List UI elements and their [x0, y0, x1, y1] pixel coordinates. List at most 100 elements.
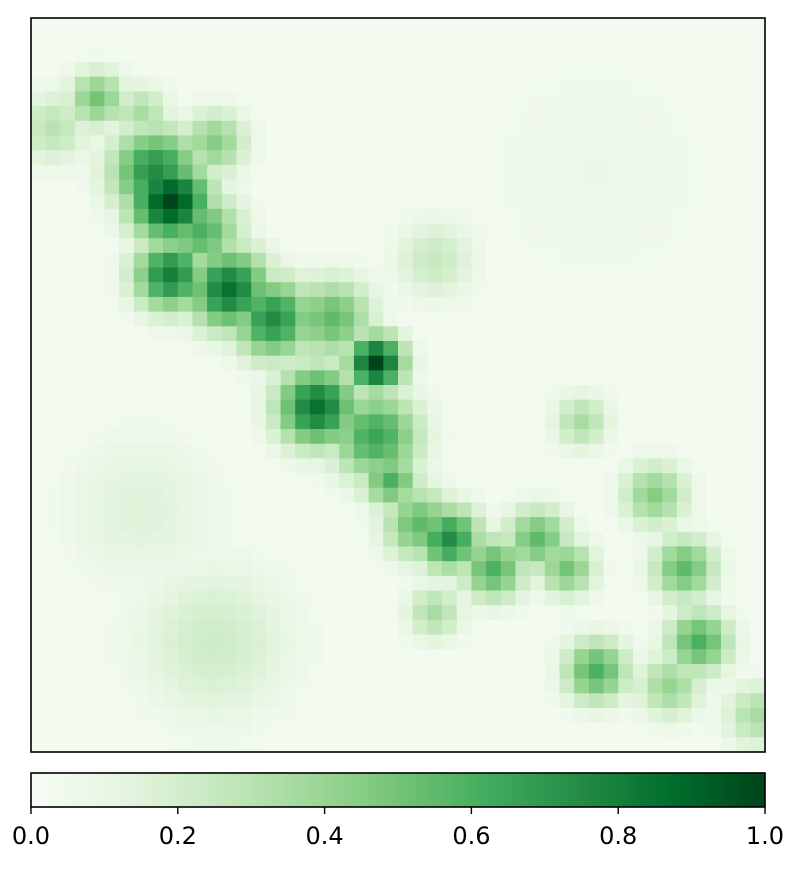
heatmap-cell: [89, 561, 105, 577]
heatmap-cell: [60, 32, 76, 48]
heatmap-cell: [133, 502, 149, 518]
heatmap-cell: [324, 575, 340, 591]
heatmap-cell: [662, 18, 678, 34]
heatmap-cell: [442, 722, 458, 738]
heatmap-cell: [280, 340, 296, 357]
heatmap-cell: [353, 164, 370, 180]
heatmap-cell: [603, 385, 619, 401]
heatmap-cell: [383, 47, 399, 63]
heatmap-cell: [486, 223, 502, 239]
heatmap-cell: [280, 282, 296, 298]
heatmap-cell: [251, 164, 267, 180]
heatmap-cell: [735, 296, 751, 312]
heatmap-cell: [720, 120, 737, 136]
heatmap-cell: [60, 429, 76, 445]
heatmap-cell: [383, 473, 399, 489]
heatmap-cell: [177, 473, 193, 489]
heatmap-cell: [735, 164, 751, 180]
heatmap-cell: [530, 208, 546, 224]
heatmap-cell: [456, 223, 472, 239]
heatmap-cell: [383, 179, 399, 195]
heatmap-cell: [177, 678, 193, 694]
heatmap-cell: [471, 238, 487, 254]
heatmap-cell: [706, 62, 722, 78]
heatmap-cell: [398, 120, 414, 136]
heatmap-cell: [339, 164, 355, 180]
heatmap-cell: [442, 619, 458, 635]
heatmap-cell: [353, 355, 370, 371]
heatmap-cell: [236, 399, 252, 415]
heatmap-cell: [207, 443, 223, 459]
heatmap-cell: [676, 340, 692, 357]
heatmap-cell: [295, 473, 311, 489]
heatmap-cell: [133, 605, 149, 621]
heatmap-cell: [148, 634, 164, 650]
heatmap-cell: [676, 47, 692, 63]
heatmap-cell: [207, 575, 223, 591]
heatmap-cell: [236, 502, 252, 518]
heatmap-cell: [544, 385, 560, 401]
heatmap-cell: [353, 47, 370, 63]
heatmap-cell: [471, 443, 487, 459]
heatmap-cell: [104, 663, 120, 679]
heatmap-cell: [412, 150, 428, 166]
heatmap-cell: [60, 150, 76, 166]
heatmap-cell: [177, 18, 193, 34]
heatmap-cell: [148, 326, 164, 342]
heatmap-cell: [559, 252, 575, 268]
heatmap-cell: [148, 722, 164, 738]
heatmap-cell: [720, 32, 737, 48]
heatmap-cell: [691, 678, 707, 694]
heatmap-cell: [119, 150, 135, 166]
heatmap-cell: [353, 737, 370, 753]
heatmap-cell: [309, 76, 325, 92]
heatmap-cell: [515, 32, 531, 48]
heatmap-cell: [177, 32, 193, 48]
heatmap-cell: [163, 531, 179, 547]
heatmap-cell: [720, 561, 737, 577]
heatmap-cell: [647, 282, 663, 298]
heatmap-cell: [339, 311, 355, 327]
heatmap-cell: [236, 487, 252, 503]
heatmap-cell: [486, 252, 502, 268]
heatmap-cell: [618, 32, 634, 48]
heatmap-cell: [706, 311, 722, 327]
heatmap-cell: [339, 634, 355, 650]
heatmap-cell: [398, 47, 414, 63]
heatmap-cell: [735, 429, 751, 445]
heatmap-cell: [280, 737, 296, 753]
heatmap-cell: [544, 340, 560, 357]
heatmap-cell: [251, 91, 267, 107]
heatmap-cell: [324, 693, 340, 709]
heatmap-cell: [368, 62, 384, 78]
heatmap-cell: [324, 458, 340, 474]
heatmap-cell: [383, 590, 399, 606]
heatmap-cell: [750, 502, 766, 518]
heatmap-cell: [603, 707, 619, 724]
heatmap-cell: [574, 252, 590, 268]
heatmap-cell: [75, 223, 91, 239]
heatmap-cell: [368, 106, 384, 122]
heatmap-cell: [280, 238, 296, 254]
heatmap-cell: [280, 546, 296, 562]
heatmap-cell: [574, 517, 590, 533]
heatmap-cell: [104, 678, 120, 694]
heatmap-cell: [515, 590, 531, 606]
heatmap-cell: [720, 62, 737, 78]
heatmap-cell: [236, 678, 252, 694]
heatmap-cell: [353, 575, 370, 591]
heatmap-cell: [603, 605, 619, 621]
heatmap-cell: [500, 458, 516, 474]
heatmap-cell: [148, 517, 164, 533]
heatmap-cell: [735, 605, 751, 621]
heatmap-cell: [530, 722, 546, 738]
heatmap-cell: [486, 355, 502, 371]
heatmap-cell: [398, 370, 414, 386]
heatmap-cell: [515, 399, 531, 415]
heatmap-cell: [574, 282, 590, 298]
heatmap-cell: [559, 164, 575, 180]
heatmap-cell: [221, 575, 237, 591]
heatmap-cell: [236, 590, 252, 606]
heatmap-cell: [104, 561, 120, 577]
heatmap-cell: [486, 487, 502, 503]
